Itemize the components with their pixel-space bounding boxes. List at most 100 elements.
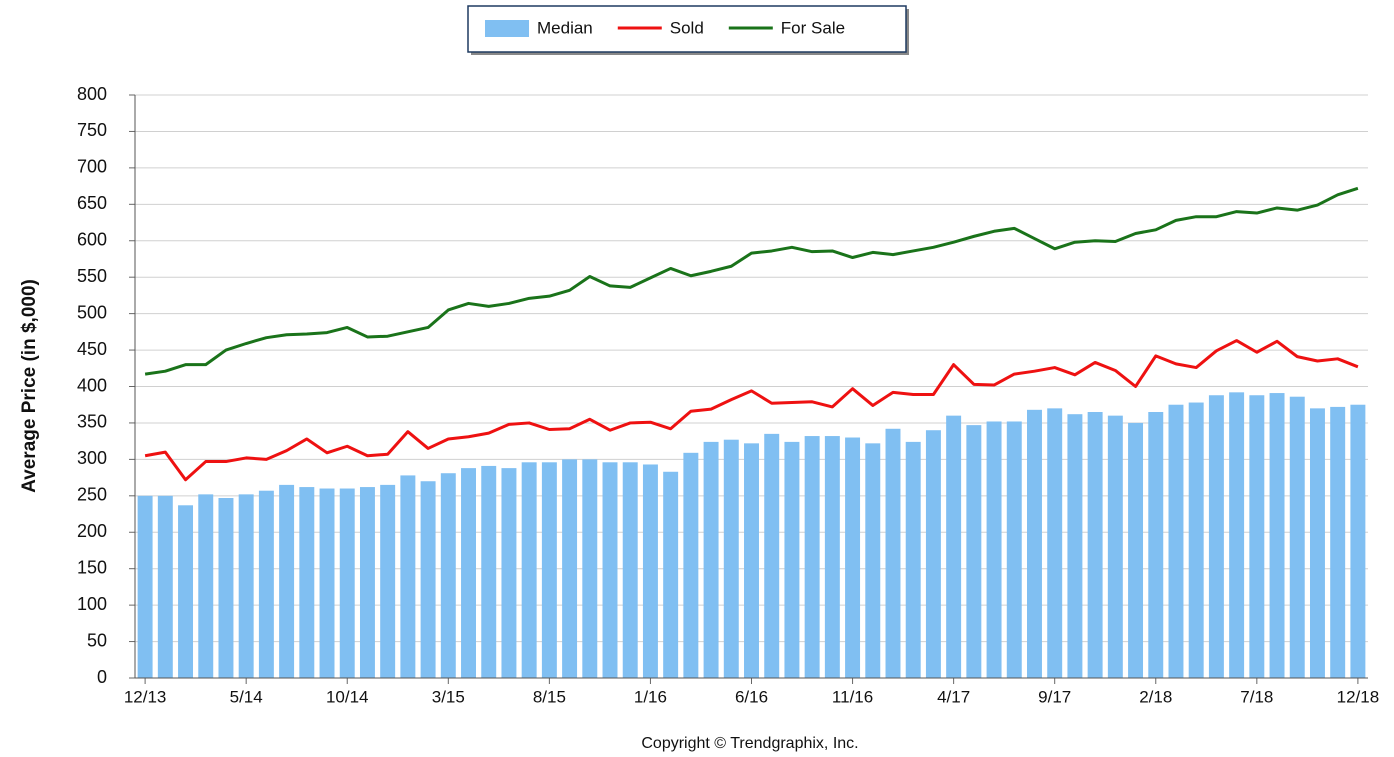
bar (1269, 393, 1285, 678)
y-tick-label: 50 (87, 630, 107, 650)
footer: Copyright © Trendgraphix, Inc. (641, 735, 858, 752)
bar (1330, 406, 1346, 678)
bar (1350, 404, 1366, 678)
x-tick-label: 2/18 (1139, 687, 1172, 706)
bar (562, 459, 578, 678)
y-tick-label: 750 (77, 120, 107, 140)
bar (1229, 392, 1245, 678)
bar (157, 495, 173, 678)
y-tick-label: 650 (77, 193, 107, 213)
bar (1309, 408, 1325, 678)
bar (501, 468, 517, 678)
bar (1006, 421, 1022, 678)
bar (218, 497, 234, 678)
bar (703, 441, 719, 678)
y-tick-label: 400 (77, 375, 107, 395)
bar (966, 425, 982, 678)
x-tick-label: 1/16 (634, 687, 667, 706)
y-axis-label: Average Price (in $,000) (19, 279, 40, 493)
bar (541, 462, 557, 678)
x-tick-label: 12/13 (124, 687, 167, 706)
legend-box (467, 5, 907, 53)
bar (380, 484, 396, 678)
bar (279, 484, 295, 678)
x-tick-label: 3/15 (432, 687, 465, 706)
x-tick-label: 8/15 (533, 687, 566, 706)
x-tick-label: 4/17 (937, 687, 970, 706)
y-tick-label: 100 (77, 594, 107, 614)
y-tick-label: 600 (77, 230, 107, 250)
bar (1289, 396, 1305, 678)
bar (1047, 408, 1063, 678)
bar (481, 465, 497, 678)
x-tick-label: 11/16 (832, 687, 873, 706)
bar (198, 494, 214, 678)
bar (723, 439, 739, 678)
legend-label: Sold (670, 18, 704, 37)
bar (642, 464, 658, 678)
bar (1067, 414, 1083, 678)
bar (238, 494, 254, 678)
bar (784, 441, 800, 678)
bar (824, 436, 840, 678)
legend-label: Median (537, 18, 593, 37)
bar (1087, 412, 1103, 678)
y-tick-label: 550 (77, 266, 107, 286)
legend-swatch (485, 20, 529, 37)
y-tick-label: 700 (77, 157, 107, 177)
y-tick-label: 200 (77, 521, 107, 541)
bar (764, 433, 780, 678)
x-tick-label: 6/16 (735, 687, 768, 706)
bar (339, 488, 355, 678)
bar (178, 505, 194, 678)
bar (804, 436, 820, 678)
bar (359, 487, 375, 678)
bar (1249, 395, 1265, 678)
bar (137, 495, 153, 678)
bar (845, 437, 861, 678)
bar (400, 475, 416, 678)
bar (420, 481, 436, 678)
bar (258, 490, 274, 678)
bar (925, 430, 941, 678)
bar (461, 468, 476, 678)
bar (1208, 395, 1224, 678)
bar (885, 428, 901, 678)
bar (582, 459, 598, 678)
x-tick-label: 5/14 (230, 687, 263, 706)
bar (865, 443, 881, 678)
y-tick-label: 450 (77, 339, 107, 359)
bar (663, 471, 679, 678)
y-tick-label: 0 (97, 667, 107, 687)
bar (1128, 422, 1144, 678)
y-tick-label: 800 (77, 84, 107, 104)
bar (744, 443, 759, 678)
bar (1148, 412, 1164, 678)
bar (1168, 404, 1184, 678)
x-tick-label: 7/18 (1240, 687, 1273, 706)
bar (946, 415, 962, 678)
y-tick-label: 250 (77, 485, 107, 505)
y-tick-label: 150 (77, 557, 107, 577)
bar (319, 488, 335, 678)
bar (602, 462, 618, 678)
bar (986, 421, 1002, 678)
bar (905, 441, 921, 678)
bar (299, 487, 315, 678)
y-tick-label: 300 (77, 448, 107, 468)
line (144, 186, 1359, 376)
legend-label: For Sale (781, 18, 845, 37)
bar (1188, 402, 1204, 678)
x-tick-label: 9/17 (1038, 687, 1071, 706)
bar (622, 462, 638, 678)
y-tick-label: 350 (77, 412, 107, 432)
bar (1107, 415, 1123, 678)
x-tick-label: 10/14 (326, 687, 369, 706)
bar (1027, 409, 1042, 678)
y-tick-label: 500 (77, 302, 107, 322)
x-tick-label: 12/18 (1337, 687, 1380, 706)
bar (683, 452, 699, 678)
line (144, 339, 1359, 482)
bar (521, 462, 537, 678)
